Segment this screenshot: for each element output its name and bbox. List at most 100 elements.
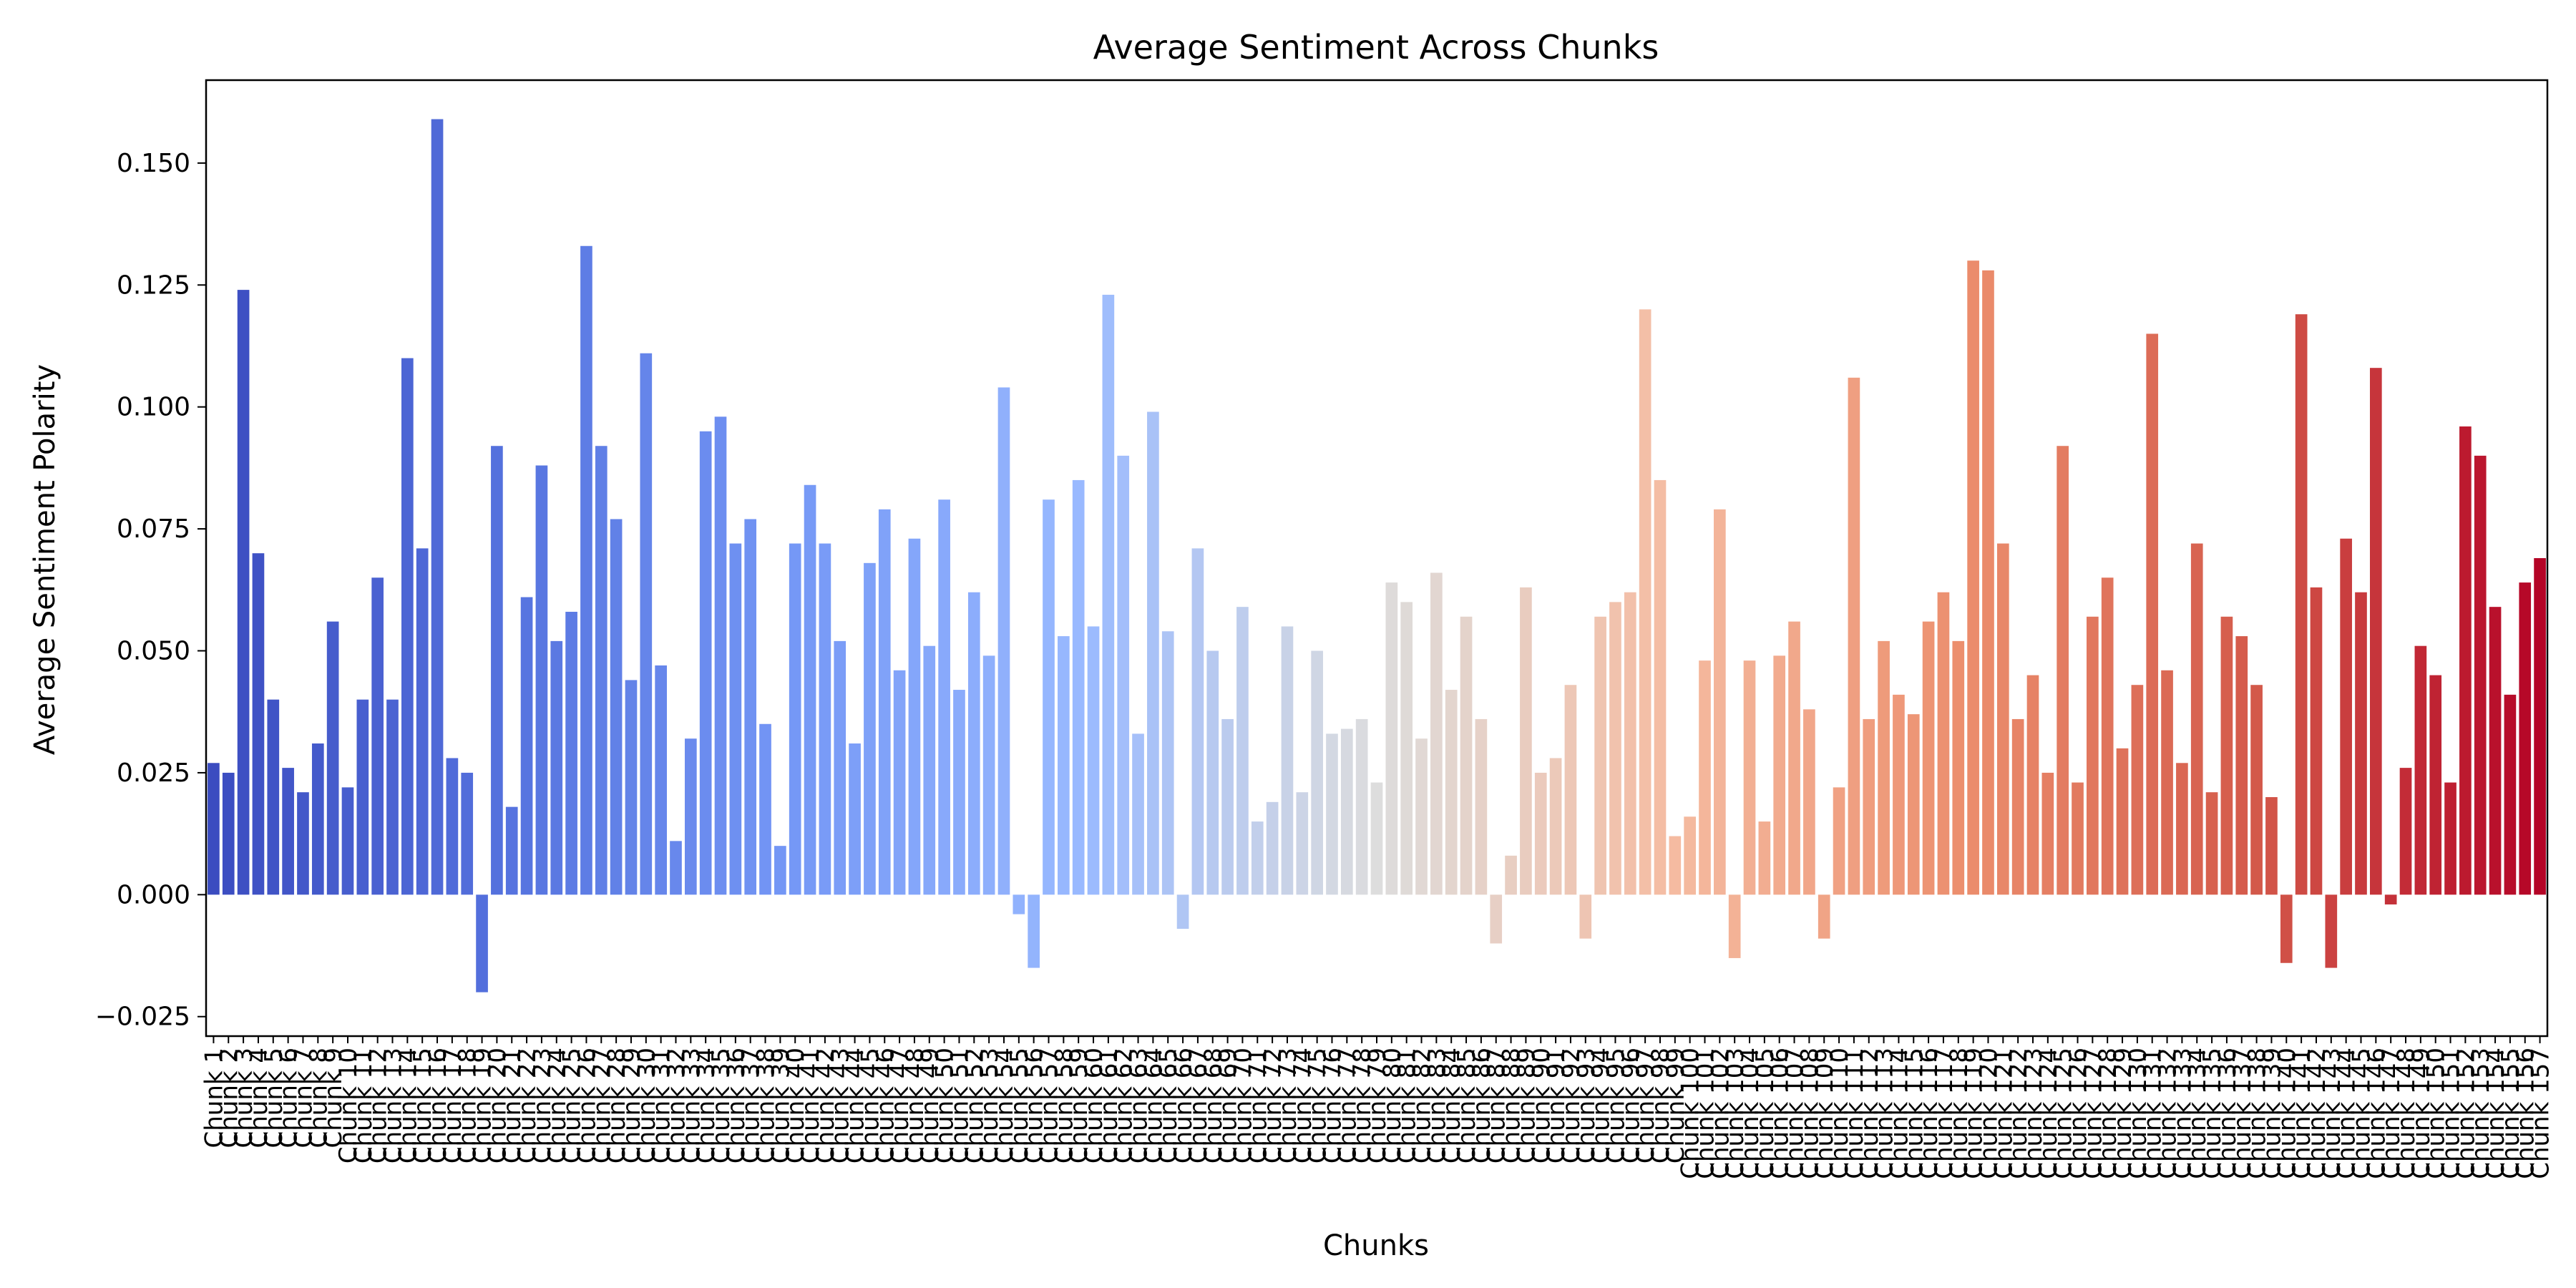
x-tick-label: Chunk 34 [692,1048,721,1163]
bar [1996,543,2009,895]
bar [1728,894,1741,958]
bar [2220,616,2233,895]
bar [2087,616,2099,895]
x-tick-label: Chunk 78 [1348,1048,1377,1163]
x-tick-label: Chunk 103 [1721,1048,1750,1179]
bar [1087,626,1100,895]
x-tick-label: Chunk 120 [1974,1048,2003,1179]
bar [1579,894,1592,939]
x-tick-label: Chunk 156 [2512,1048,2540,1179]
x-tick-label: Chunk 106 [1766,1048,1795,1179]
bar [311,743,324,895]
x-tick-label: Chunk 83 [1423,1048,1451,1163]
x-tick-label: Chunk 137 [2228,1048,2257,1179]
x-tick-label: Chunk 2 [215,1048,243,1148]
x-tick-label: Chunk 131 [2139,1048,2167,1179]
bar [446,758,459,895]
x-tick-label: Chunk 148 [2392,1048,2421,1179]
bar [356,699,369,895]
bar [2369,368,2382,895]
bar [416,548,429,895]
x-tick-label: Chunk 135 [2198,1048,2227,1179]
x-tick-label: Chunk 91 [1542,1048,1571,1163]
bar [1684,816,1696,895]
bar [2176,763,2188,895]
x-tick-label: Chunk 98 [1646,1048,1675,1163]
bar [759,723,771,895]
plot-frame [205,79,2549,1038]
x-tick-label: Chunk 15 [409,1048,437,1163]
x-tick-label: Chunk 149 [2407,1048,2436,1179]
bar [2146,333,2159,895]
y-tick-label: 0.000 [117,880,190,909]
bar [2519,582,2532,895]
bar [1147,411,1159,895]
x-tick-label: Chunk 27 [587,1048,616,1163]
bar [1833,787,1845,895]
x-tick-label: Chunk 114 [1885,1048,1913,1179]
x-tick-label: Chunk 14 [394,1048,422,1163]
x-tick-label: Chunk 95 [1601,1048,1630,1163]
bar [670,841,682,895]
bar [297,792,309,895]
bar [1654,479,1667,895]
bar [505,806,518,895]
bar [222,772,235,895]
x-tick-label: Chunk 58 [1050,1048,1078,1163]
x-tick-label: Chunk 8 [304,1048,333,1148]
x-tick-label: Chunk 64 [1139,1048,1168,1163]
y-tick-label: 0.025 [117,758,190,788]
y-tick-label: 0.050 [117,637,190,666]
bar [1430,572,1443,895]
y-tick-label: −0.025 [95,1002,190,1032]
bar [2235,636,2248,895]
bar [1340,728,1353,895]
x-tick-label: Chunk 56 [1020,1048,1049,1163]
x-tick-label: Chunk 112 [1855,1048,1884,1179]
bar [326,621,339,895]
x-tick-label: Chunk 89 [1512,1048,1541,1163]
x-tick-label: Chunk 132 [2154,1048,2182,1179]
bar [431,119,444,895]
x-tick-label: Chunk 136 [2213,1048,2242,1179]
x-tick-label: Chunk 141 [2288,1048,2316,1179]
bar [520,597,533,895]
x-tick-label: Chunk 57 [1035,1048,1064,1163]
x-tick-label: Chunk 20 [483,1048,512,1163]
y-axis-ticks: −0.025 0.000 0.025 0.050 0.075 0.100 0.125 0.15… [95,149,206,1032]
bar [2534,558,2546,895]
x-tick-label: Chunk 70 [1229,1048,1257,1163]
x-tick-label: Chunk 48 [901,1048,930,1163]
x-tick-label: Chunk 32 [662,1048,691,1163]
bar [953,690,965,895]
x-tick-label: Chunk 23 [528,1048,557,1163]
chart-title: Average Sentiment Across Chunks [1093,28,1659,67]
x-tick-label: Chunk 92 [1557,1048,1586,1163]
x-tick-label: Chunk 127 [2079,1048,2107,1179]
x-tick-label: Chunk 87 [1483,1048,1511,1163]
x-tick-label: Chunk 51 [945,1048,974,1163]
x-tick-label: Chunk 125 [2049,1048,2078,1179]
bar [849,743,861,895]
x-tick-label: Chunk 65 [1154,1048,1183,1163]
x-tick-label: Chunk 104 [1736,1048,1765,1179]
bar [2026,675,2039,895]
bar [550,640,563,895]
y-tick-label: 0.150 [117,149,190,178]
bar [610,519,623,895]
bar [1549,758,1562,895]
x-tick-label: Chunk 144 [2333,1048,2361,1179]
x-tick-label: Chunk 37 [737,1048,766,1163]
x-tick-label: Chunk 17 [439,1048,467,1163]
x-tick-label: Chunk 117 [1930,1048,1958,1179]
bar [1818,894,1830,939]
bar [1072,479,1085,895]
x-tick-label: Chunk 139 [2258,1048,2286,1179]
x-tick-label: Chunk 19 [469,1048,497,1163]
bar [967,592,980,895]
bar [2399,768,2412,895]
bar [1490,894,1503,944]
bar [699,431,712,895]
x-tick-label: Chunk 60 [1080,1048,1108,1163]
bar [2190,543,2203,895]
